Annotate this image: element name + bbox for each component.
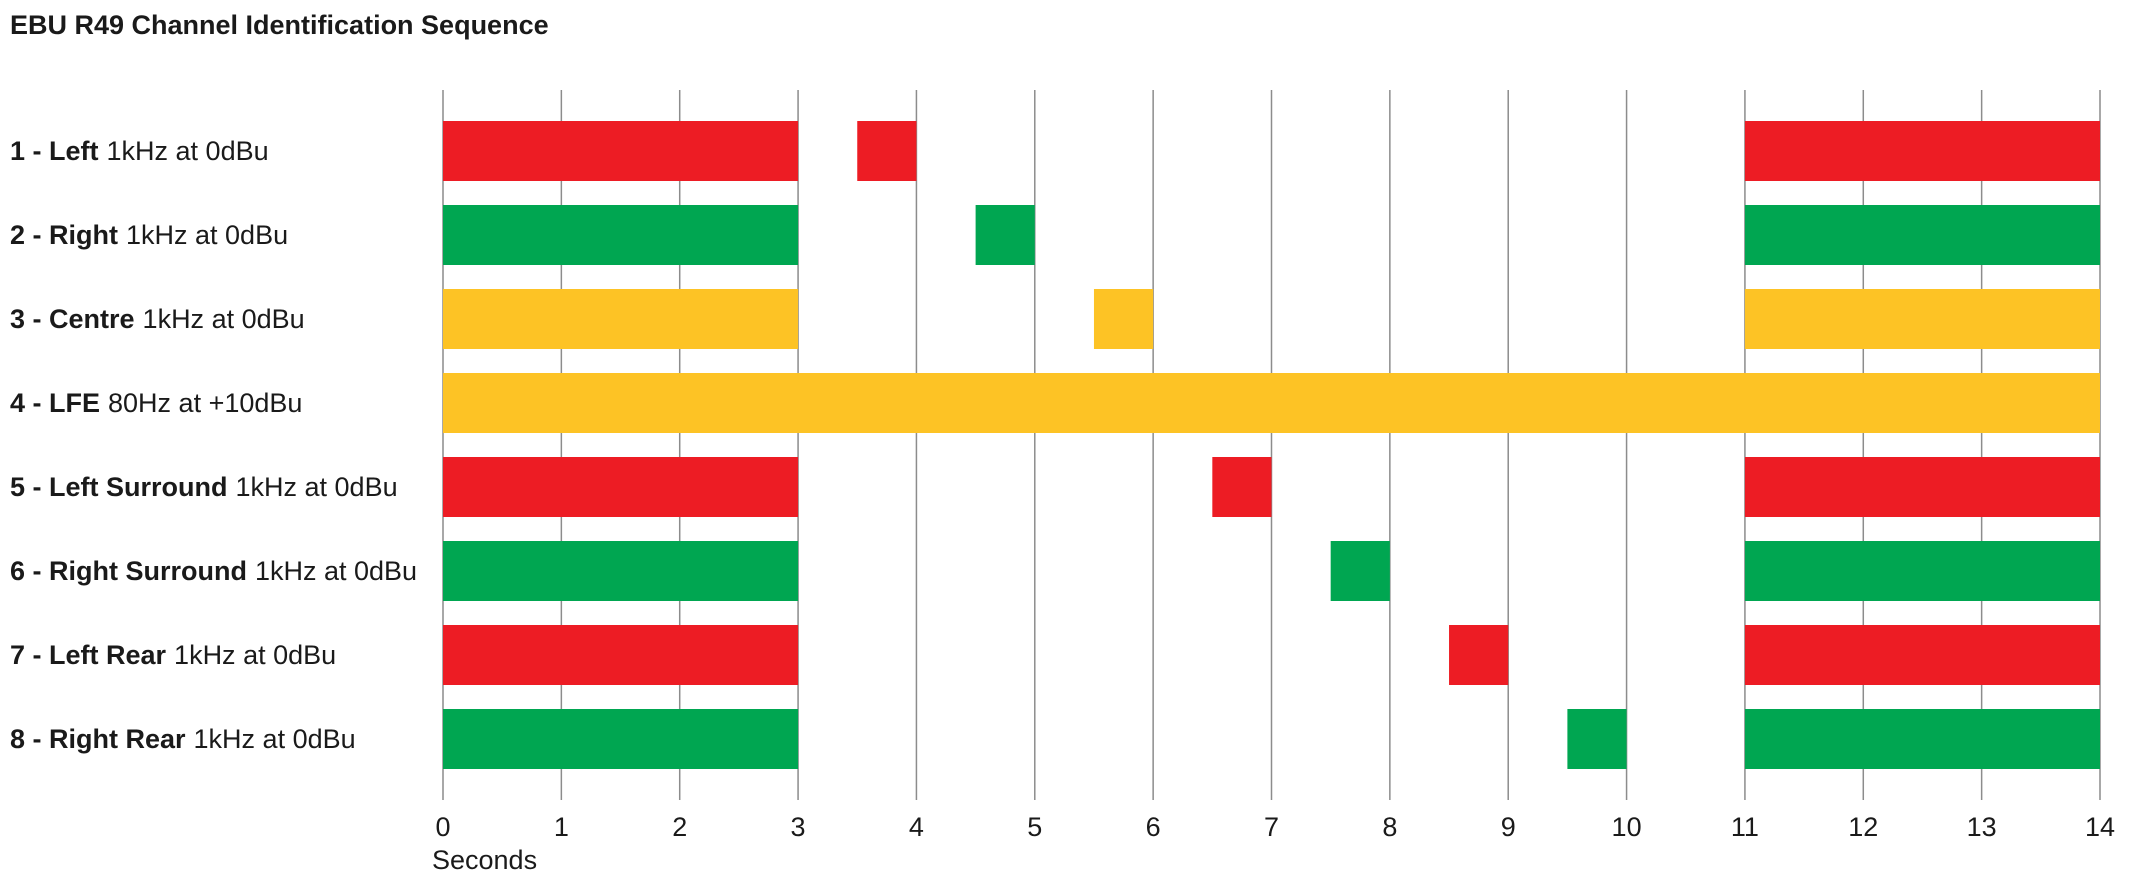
bar-segment [1330, 541, 1390, 601]
x-tick-label: 1 [554, 812, 569, 842]
channel-description: 80Hz at +10dBu [108, 388, 302, 418]
bar-segment [1093, 289, 1154, 349]
channel-description: 1kHz at 0dBu [194, 724, 356, 754]
x-tick-label: 0 [435, 812, 450, 842]
channel-description: 1kHz at 0dBu [126, 220, 288, 250]
bar-segment [443, 709, 799, 769]
channel-label: 2 - Right 1kHz at 0dBu [10, 220, 288, 250]
channel-name: 1 - Left [10, 136, 99, 166]
x-tick-label: 11 [1731, 812, 1759, 842]
channel-label: 8 - Right Rear 1kHz at 0dBu [10, 724, 356, 754]
x-tick-labels: 0 1 2 3 4 5 6 7 8 9 10 11 12 13 14 [435, 812, 2115, 842]
bar-segment [1744, 541, 2100, 601]
channel-label: 6 - Right Surround 1kHz at 0dBu [10, 556, 417, 586]
channel-name: 3 - Centre [10, 304, 135, 334]
bar-segment [443, 625, 799, 685]
bar-segment [1744, 289, 2100, 349]
channel-description: 1kHz at 0dBu [255, 556, 417, 586]
bar-segment [443, 373, 2100, 433]
bars [443, 121, 2100, 769]
channel-name: 8 - Right Rear [10, 724, 186, 754]
bar-segment [1567, 709, 1627, 769]
x-tick-label: 12 [1848, 812, 1878, 842]
bar-segment [1744, 709, 2100, 769]
x-tick-label: 13 [1967, 812, 1997, 842]
channel-name: 6 - Right Surround [10, 556, 247, 586]
bar-segment [975, 205, 1035, 265]
x-tick-label: 6 [1146, 812, 1161, 842]
channel-description: 1kHz at 0dBu [174, 640, 336, 670]
x-tick-label: 5 [1027, 812, 1042, 842]
bar-segment [1212, 457, 1272, 517]
bar-segment [1744, 121, 2100, 181]
channel-label: 3 - Centre 1kHz at 0dBu [10, 304, 305, 334]
x-tick-label: 10 [1612, 812, 1642, 842]
channel-description: 1kHz at 0dBu [236, 472, 398, 502]
channel-description: 1kHz at 0dBu [107, 136, 269, 166]
bar-segment [1744, 457, 2100, 517]
bar-segment [443, 457, 799, 517]
channel-labels: 1 - Left 1kHz at 0dBu 2 - Right 1kHz at 0dB… [10, 136, 417, 754]
channel-name: 4 - LFE [10, 388, 100, 418]
bar-segment [857, 121, 917, 181]
bar-segment [443, 205, 799, 265]
x-tick-label: 3 [791, 812, 806, 842]
channel-label: 5 - Left Surround 1kHz at 0dBu [10, 472, 398, 502]
x-tick-label: 7 [1264, 812, 1279, 842]
bar-segment [443, 541, 799, 601]
chart-title: EBU R49 Channel Identification Sequence [10, 10, 549, 40]
x-axis-label: Seconds [432, 845, 537, 875]
x-tick-label: 14 [2085, 812, 2115, 842]
grid-lines [442, 90, 2101, 800]
bar-segment [1744, 205, 2100, 265]
channel-label: 1 - Left 1kHz at 0dBu [10, 136, 269, 166]
channel-name: 2 - Right [10, 220, 118, 250]
bar-segment [1744, 625, 2100, 685]
channel-description: 1kHz at 0dBu [143, 304, 305, 334]
channel-label: 4 - LFE 80Hz at +10dBu [10, 388, 302, 418]
channel-label: 7 - Left Rear 1kHz at 0dBu [10, 640, 336, 670]
x-tick-label: 2 [672, 812, 687, 842]
channel-name: 7 - Left Rear [10, 640, 167, 670]
bar-segment [443, 289, 799, 349]
x-tick-label: 8 [1382, 812, 1397, 842]
x-tick-label: 9 [1501, 812, 1516, 842]
bar-segment [443, 121, 799, 181]
bar-segment [1449, 625, 1509, 685]
x-tick-label: 4 [909, 812, 924, 842]
channel-name: 5 - Left Surround [10, 472, 228, 502]
